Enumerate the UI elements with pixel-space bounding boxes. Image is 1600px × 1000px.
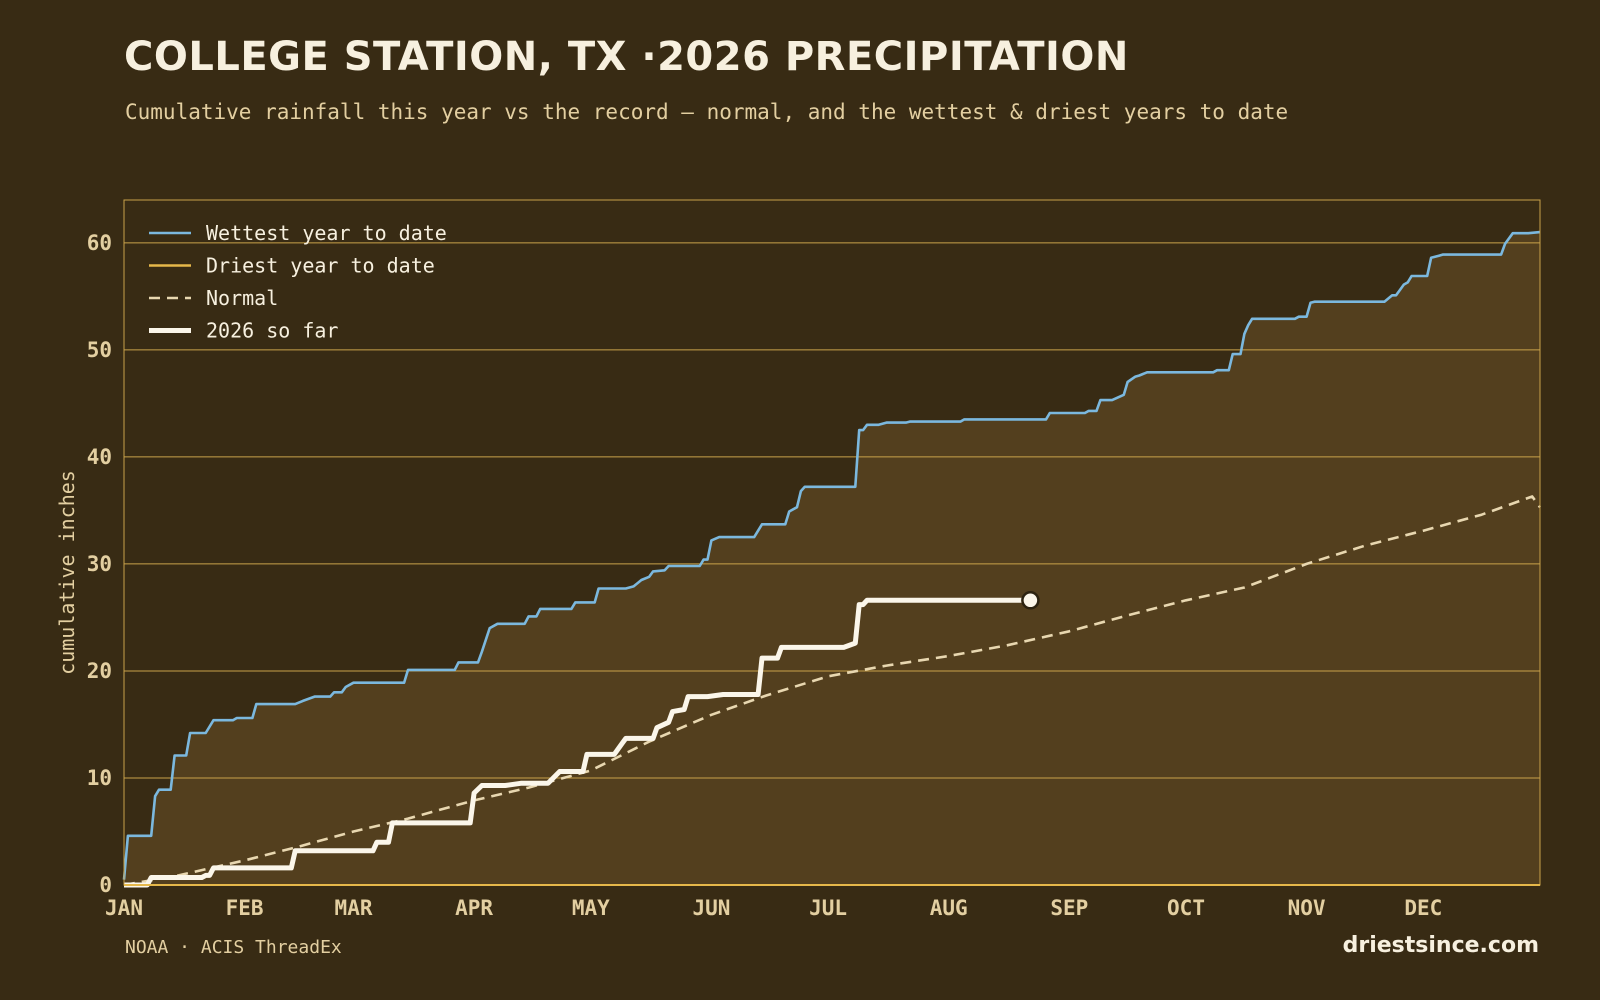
x-tick-label-mar: MAR — [335, 896, 373, 920]
y-tick-label: 30 — [87, 552, 112, 576]
series-line-2026-so-far — [124, 597, 1031, 888]
y-tick-label: 20 — [87, 659, 112, 683]
wettest-area-fill — [124, 232, 1540, 886]
current-value-marker — [1021, 591, 1040, 610]
y-tick-label: 0 — [99, 873, 112, 897]
legend-item-label: 2026 so far — [206, 319, 338, 343]
x-tick-label-aug: AUG — [930, 896, 968, 920]
chart-title: COLLEGE STATION, TX ·2026 PRECIPITATION — [124, 34, 1129, 80]
x-tick-label-jun: JUN — [692, 896, 730, 920]
legend-item-label: Wettest year to date — [206, 221, 447, 245]
series-lines — [122, 230, 1542, 888]
y-tick-label: 10 — [87, 766, 112, 790]
series-line-normal — [123, 495, 1542, 887]
y-axis-label: cumulative inches — [55, 470, 79, 675]
chart-subtitle: Cumulative rainfall this year vs the rec… — [125, 100, 1289, 124]
axes: 0 10 20 30 40 50 60 JAN FEB MAR APR MAY JUN JUL AUG SEP… — [87, 199, 1541, 920]
brand-link[interactable]: driestsince.com — [1342, 933, 1539, 958]
legend: Wettest year to date Driest year to date N… — [149, 221, 447, 343]
source-credit: NOAA · ACIS ThreadEx — [125, 937, 342, 958]
legend-item-label: Normal — [206, 286, 278, 310]
x-tick-label-feb: FEB — [226, 896, 264, 920]
x-tick-label-sep: SEP — [1050, 896, 1088, 920]
x-tick-label-apr: APR — [455, 896, 493, 920]
x-tick-label-oct: OCT — [1167, 896, 1205, 920]
x-tick-label-jan: JAN — [105, 896, 143, 920]
y-tick-label: 60 — [87, 231, 112, 255]
wettest-fill-area — [124, 232, 1540, 886]
x-tick-label-jul: JUL — [809, 896, 847, 920]
x-tick-label-nov: NOV — [1288, 896, 1326, 920]
y-tick-label: 50 — [87, 338, 112, 362]
x-tick-label-dec: DEC — [1404, 896, 1442, 920]
x-tick-label-may: MAY — [572, 896, 610, 920]
series-line-wettest-year-to-date — [122, 230, 1541, 880]
y-tick-label: 40 — [87, 445, 112, 469]
legend-item-label: Driest year to date — [206, 254, 435, 278]
